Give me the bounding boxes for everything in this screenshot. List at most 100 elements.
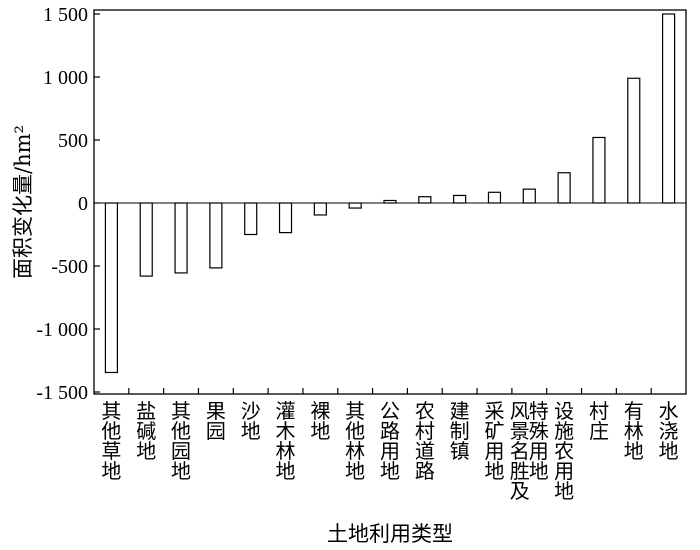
category-label-line: 公路用地 bbox=[380, 399, 400, 483]
category-label-char: 胜 bbox=[510, 459, 530, 483]
category-label-char: 林 bbox=[276, 439, 296, 463]
category-label-char: 浇 bbox=[659, 419, 679, 443]
category-label-char: 用 bbox=[529, 439, 549, 463]
category-label-char: 及 bbox=[510, 479, 530, 503]
category-label-char: 殊 bbox=[529, 419, 549, 443]
category-label-char: 其 bbox=[101, 399, 121, 423]
category-label-char: 风 bbox=[510, 399, 530, 423]
category-label-line: 建制镇 bbox=[450, 399, 470, 463]
category-label-char: 林 bbox=[624, 419, 644, 443]
category-label-char: 地 bbox=[136, 439, 156, 463]
category-label: 设施农用地 bbox=[554, 399, 574, 503]
bar bbox=[557, 172, 571, 204]
category-label-char: 路 bbox=[380, 419, 400, 443]
category-label-line: 水浇地 bbox=[659, 399, 679, 463]
category-label-char: 果 bbox=[206, 399, 226, 423]
y-tick-label: -1 500 bbox=[36, 382, 88, 404]
category-label-line: 设施农用地 bbox=[554, 399, 574, 503]
y-tick-label: 500 bbox=[58, 130, 88, 152]
y-tick-label: 1 500 bbox=[43, 4, 88, 26]
category-label-char: 路 bbox=[415, 459, 435, 483]
category-label-line: 盐碱地 bbox=[136, 399, 156, 463]
category-label-line: 特殊用地 bbox=[529, 399, 549, 483]
category-label-char: 草 bbox=[101, 439, 121, 463]
bar bbox=[418, 196, 432, 204]
bar bbox=[627, 77, 641, 204]
category-label: 村庄 bbox=[589, 399, 609, 443]
category-label-char: 施 bbox=[554, 419, 574, 443]
category-label-line: 其他林地 bbox=[345, 399, 365, 483]
bar bbox=[278, 202, 293, 234]
category-label: 果园 bbox=[206, 399, 226, 443]
category-label-char: 镇 bbox=[450, 439, 470, 463]
category-label-char: 木 bbox=[276, 419, 296, 443]
bars bbox=[104, 13, 676, 374]
category-label-char: 地 bbox=[241, 419, 261, 443]
y-axis-title: 面积变化量/hm² bbox=[11, 125, 35, 279]
bar bbox=[104, 202, 119, 374]
category-label-char: 沙 bbox=[241, 399, 261, 423]
category-label-char: 特 bbox=[529, 399, 549, 423]
category-label: 公路用地 bbox=[380, 399, 400, 483]
category-label-line: 其他园地 bbox=[171, 399, 191, 483]
category-label-line: 沙地 bbox=[241, 399, 261, 443]
category-label-char: 名 bbox=[510, 439, 530, 463]
category-label-char: 地 bbox=[345, 459, 365, 483]
category-label-char: 地 bbox=[659, 439, 679, 463]
category-labels: 其他草地盐碱地其他园地果园沙地灌木林地裸地其他林地公路用地农村道路建制镇采矿用地… bbox=[101, 399, 678, 503]
category-label-char: 用 bbox=[554, 459, 574, 483]
category-label-char: 村 bbox=[415, 419, 435, 443]
plot-border bbox=[93, 9, 687, 395]
category-label-char: 设 bbox=[554, 399, 574, 423]
bar bbox=[453, 194, 467, 204]
category-label-line: 其他草地 bbox=[101, 399, 121, 483]
category-label-char: 用 bbox=[380, 439, 400, 463]
category-label: 盐碱地 bbox=[136, 399, 156, 463]
category-label-char: 庄 bbox=[589, 419, 609, 443]
y-tick-label: 1 000 bbox=[43, 67, 88, 89]
category-label: 其他园地 bbox=[171, 399, 191, 483]
category-label-line: 灌木林地 bbox=[276, 399, 296, 483]
category-label-char: 公 bbox=[380, 399, 400, 423]
category-label-char: 其 bbox=[171, 399, 191, 423]
category-label-char: 地 bbox=[101, 459, 121, 483]
category-label-char: 地 bbox=[276, 459, 296, 483]
category-label: 其他林地 bbox=[345, 399, 365, 483]
category-label: 沙地 bbox=[241, 399, 261, 443]
category-label-char: 他 bbox=[345, 419, 365, 443]
category-label-char: 园 bbox=[171, 439, 191, 463]
category-label: 农村道路 bbox=[415, 399, 435, 483]
category-label-char: 林 bbox=[345, 439, 365, 463]
category-label: 建制镇 bbox=[450, 399, 470, 463]
category-label-char: 地 bbox=[310, 419, 330, 443]
category-label-char: 村 bbox=[589, 399, 609, 423]
category-label-char: 地 bbox=[484, 459, 504, 483]
category-label-char: 农 bbox=[554, 439, 574, 463]
category-label-line: 风景名胜及 bbox=[510, 399, 530, 503]
category-label-char: 地 bbox=[624, 439, 644, 463]
category-label-char: 地 bbox=[554, 479, 574, 503]
bar bbox=[348, 202, 362, 209]
category-label-line: 采矿用地 bbox=[484, 399, 504, 483]
bar bbox=[139, 202, 153, 277]
category-label-line: 果园 bbox=[206, 399, 226, 443]
category-label-char: 用 bbox=[484, 439, 504, 463]
category-label-line: 有林地 bbox=[624, 399, 644, 463]
y-axis: 1 500 1 000 500 0 -500 -1 000 -1 500 bbox=[36, 4, 100, 404]
category-label-char: 地 bbox=[529, 459, 549, 483]
category-label-char: 建 bbox=[450, 399, 470, 423]
bar bbox=[661, 13, 676, 204]
category-label-char: 制 bbox=[450, 419, 470, 443]
x-axis bbox=[128, 388, 652, 394]
bar bbox=[209, 202, 223, 269]
x-axis-title: 土地利用类型 bbox=[327, 522, 453, 546]
category-label: 其他草地 bbox=[101, 399, 121, 483]
y-tick-label: 0 bbox=[78, 193, 88, 215]
category-label-char: 盐 bbox=[136, 399, 156, 423]
category-label-char: 碱 bbox=[136, 419, 156, 443]
category-label: 采矿用地 bbox=[484, 399, 504, 483]
category-label-char: 园 bbox=[206, 419, 226, 443]
category-label-char: 道 bbox=[415, 439, 435, 463]
category-label-line: 裸地 bbox=[310, 399, 330, 443]
category-label-char: 其 bbox=[345, 399, 365, 423]
